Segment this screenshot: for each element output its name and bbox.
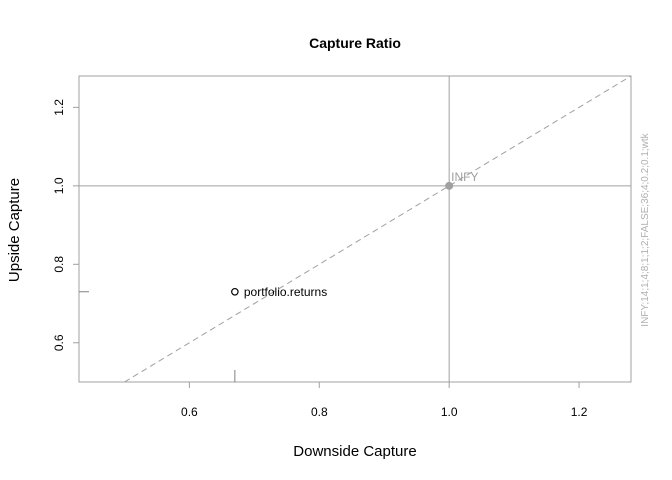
chart-title: Capture Ratio — [309, 35, 401, 51]
plot-frame — [78, 75, 632, 383]
y-axis-label: Upside Capture — [6, 178, 23, 282]
side-note: INFY;14;1;4;8;1;1;2;FALSE;36;4;0.2;0.1;w… — [640, 132, 651, 326]
benchmark-point-label: INFY — [451, 170, 478, 184]
x-tick-label: 0.8 — [311, 405, 328, 419]
portfolio-point — [231, 287, 239, 296]
plot-area: 0.6 0.8 1.0 1.2 0.6 0.8 1.0 1.2 portfolio.return… — [52, 75, 632, 419]
y-tick-label: 1.2 — [52, 99, 66, 116]
y-tick-label: 0.6 — [52, 334, 66, 351]
x-axis-label: Downside Capture — [293, 443, 416, 460]
y-tick-label: 0.8 — [52, 256, 66, 273]
diagonal-reference-line — [124, 76, 631, 382]
x-tick-label: 1.2 — [571, 405, 588, 419]
portfolio-point-label: portfolio.returns — [244, 285, 327, 299]
x-tick-label: 0.6 — [181, 405, 198, 419]
x-tick-label: 1.0 — [441, 405, 458, 419]
y-tick-label: 1.0 — [52, 177, 66, 194]
benchmark-point — [445, 181, 454, 190]
